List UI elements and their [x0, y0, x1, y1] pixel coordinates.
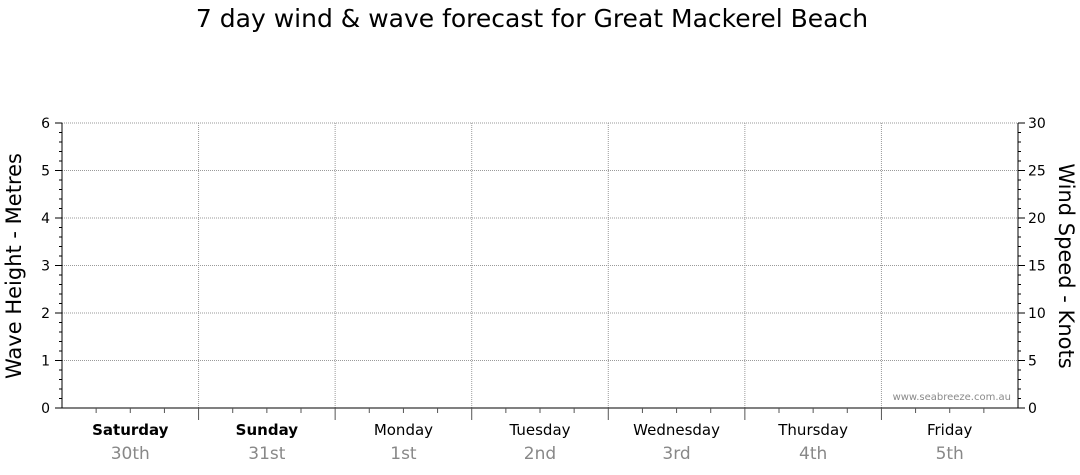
left-tick-label: 3 — [41, 259, 50, 275]
watermark: www.seabreeze.com.au — [893, 392, 1011, 403]
day-name-label: Saturday — [92, 421, 169, 439]
left-tick-label: 4 — [41, 211, 50, 227]
left-axis: 0 1 2 3 4 5 6 — [41, 116, 63, 417]
right-tick-label: 10 — [1028, 306, 1046, 322]
left-tick-label: 6 — [41, 116, 50, 132]
left-tick-label: 0 — [41, 401, 50, 417]
day-date-label: 30th — [111, 444, 150, 464]
left-tick-label: 2 — [41, 306, 50, 322]
left-axis-title: Wave Height - Metres — [2, 153, 26, 379]
day-name-label: Wednesday — [633, 421, 720, 439]
right-tick-label: 5 — [1028, 354, 1037, 370]
day-date-label: 2nd — [524, 444, 556, 464]
chart-title: 7 day wind & wave forecast for Great Mac… — [195, 4, 869, 33]
day-date-label: 5th — [936, 444, 964, 464]
day-labels: Saturday 30th Sunday 31st Monday 1st Tuesday 2n… — [92, 421, 972, 464]
day-date-label: 31st — [248, 444, 285, 464]
right-axis-title: Wind Speed - Knots — [1054, 163, 1078, 368]
day-name-label: Tuesday — [508, 421, 570, 439]
day-name-label: Friday — [927, 421, 973, 439]
left-tick-label: 1 — [41, 354, 50, 370]
grid-lines — [62, 122, 1018, 408]
day-date-label: 4th — [799, 444, 827, 464]
day-date-label: 3rd — [662, 444, 690, 464]
day-name-label: Thursday — [777, 421, 848, 439]
right-axis: 0 5 10 15 20 25 30 — [1017, 116, 1046, 417]
day-name-label: Monday — [374, 421, 433, 439]
left-tick-label: 5 — [41, 164, 50, 180]
right-tick-label: 25 — [1028, 164, 1046, 180]
right-tick-label: 15 — [1028, 259, 1046, 275]
right-tick-label: 30 — [1028, 116, 1046, 132]
day-name-label: Sunday — [236, 421, 299, 439]
right-tick-label: 20 — [1028, 211, 1046, 227]
bottom-axis — [62, 407, 1018, 420]
day-date-label: 1st — [390, 444, 417, 464]
right-tick-label: 0 — [1028, 401, 1037, 417]
